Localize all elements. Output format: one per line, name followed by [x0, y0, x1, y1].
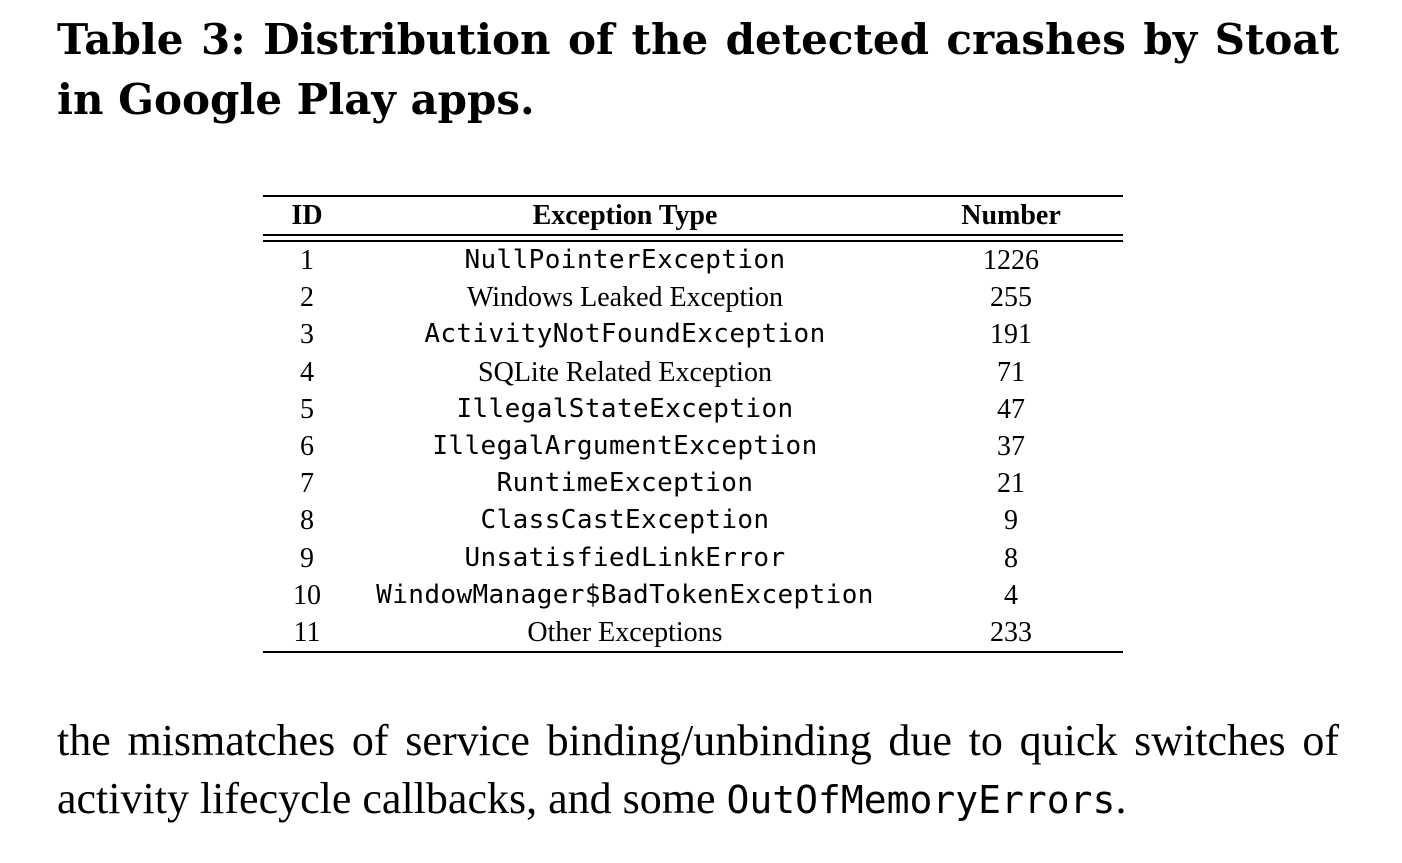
cell-id: 4	[300, 356, 314, 388]
header-number: Number	[899, 195, 1123, 236]
table-header-row: ID Exception Type Number	[263, 195, 1123, 236]
table-row: 6 IllegalArgumentException 37	[263, 428, 1123, 465]
table-row: 5 IllegalStateException 47	[263, 391, 1123, 428]
table-row: 9 UnsatisfiedLinkError 8	[263, 540, 1123, 577]
cell-exception-type: WindowManager$BadTokenException	[376, 579, 874, 610]
cell-exception-type: Windows Leaked Exception	[466, 282, 784, 314]
cell-number: 191	[990, 319, 1032, 351]
cell-id: 11	[263, 613, 351, 654]
cell-exception-type: Other Exceptions	[351, 613, 899, 654]
crash-distribution-table: ID Exception Type Number 1 NullPointerExc…	[263, 195, 1123, 654]
cell-number: 8	[1004, 542, 1018, 574]
cell-id: 3	[300, 319, 314, 351]
table-body: 1 NullPointerException 1226 2 Windows Leaked…	[263, 241, 1123, 654]
cell-exception-type: ActivityNotFoundException	[424, 319, 826, 350]
cell-id: 9	[300, 542, 314, 574]
cell-id: 6	[300, 431, 314, 463]
cell-exception-type: NullPointerException	[464, 245, 786, 276]
cell-exception-type: IllegalStateException	[456, 393, 794, 424]
header-exception-type: Exception Type	[351, 195, 899, 236]
table-row: 8 ClassCastException 9	[263, 502, 1123, 539]
table-row: 7 RuntimeException 21	[263, 465, 1123, 502]
body-text-after: .	[1115, 774, 1127, 823]
cell-number: 21	[997, 468, 1025, 500]
cell-number: 37	[997, 431, 1025, 463]
table-row: 3 ActivityNotFoundException 191	[263, 316, 1123, 353]
body-text-before: the mismatches of service binding/unbind…	[57, 716, 1339, 823]
cell-number: 4	[1004, 579, 1018, 611]
cell-number: 47	[997, 393, 1025, 425]
table-row: 1 NullPointerException 1226	[263, 241, 1123, 279]
cell-number: 1226	[983, 245, 1039, 277]
cell-exception-type: IllegalArgumentException	[432, 431, 818, 462]
cell-number: 255	[990, 282, 1032, 314]
cell-id: 1	[300, 245, 314, 277]
table-row: 11 Other Exceptions 233	[263, 613, 1123, 654]
cell-id: 2	[300, 282, 314, 314]
cell-id: 5	[300, 393, 314, 425]
cell-exception-type: ClassCastException	[480, 505, 770, 536]
header-id: ID	[263, 195, 351, 236]
cell-exception-type: SQLite Related Exception	[478, 356, 772, 388]
cell-id: 8	[300, 505, 314, 537]
cell-number: 233	[899, 613, 1123, 654]
body-paragraph: the mismatches of service binding/unbind…	[57, 712, 1339, 829]
cell-exception-type: UnsatisfiedLinkError	[464, 542, 786, 573]
cell-id: 7	[300, 468, 314, 500]
table-row: 4 SQLite Related Exception 71	[263, 354, 1123, 391]
cell-exception-type: RuntimeException	[496, 468, 754, 499]
cell-number: 71	[997, 356, 1025, 388]
table-caption: Table 3: Distribution of the detected cr…	[57, 15, 1339, 124]
cell-number: 9	[1004, 505, 1018, 537]
body-code: OutOfMemoryErrors	[726, 778, 1116, 822]
cell-id: 10	[293, 579, 321, 611]
table-row: 2 Windows Leaked Exception 255	[263, 279, 1123, 316]
table-row: 10 WindowManager$BadTokenException 4	[263, 577, 1123, 614]
